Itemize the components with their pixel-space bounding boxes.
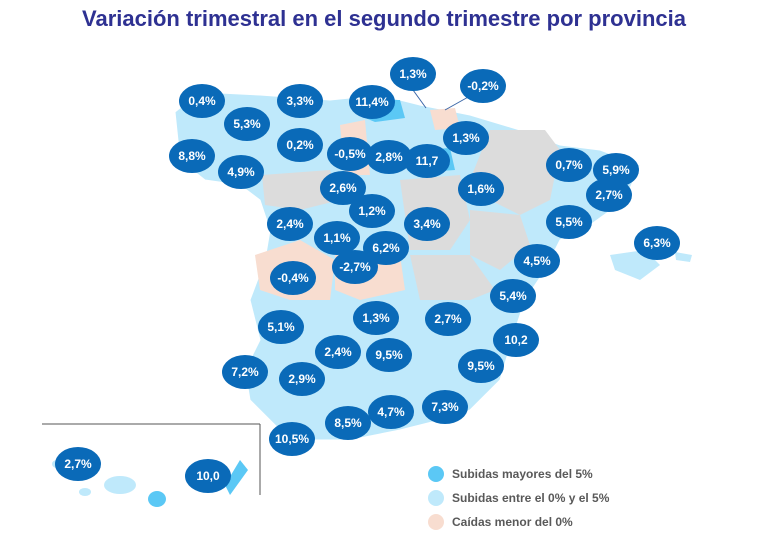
province-value-bubble: 3,4% [404,207,450,241]
leader-line [412,89,427,109]
canary-island [225,460,248,495]
no-data-region-valencia [410,255,495,300]
province-value-bubble: 8,8% [169,139,215,173]
province-value-bubble: 4,7% [368,395,414,429]
province-value-bubble: 8,5% [325,406,371,440]
province-value-bubble: -0,2% [460,69,506,103]
province-value-bubble: 1,3% [353,301,399,335]
province-value-bubble: 4,9% [218,155,264,189]
legend-item: Subidas entre el 0% y el 5% [428,490,609,506]
province-value-bubble: 5,3% [224,107,270,141]
province-value-bubble: 2,7% [586,178,632,212]
province-value-bubble: 0,2% [277,128,323,162]
province-value-bubble: 10,5% [269,422,315,456]
canary-island [104,476,136,494]
province-value-bubble: 6,3% [634,226,680,260]
province-value-bubble: 5,5% [546,205,592,239]
province-value-bubble: 10,2 [493,323,539,357]
province-value-bubble: 11,7 [404,144,450,178]
legend-label: Subidas entre el 0% y el 5% [452,491,610,505]
province-value-bubble: 0,7% [546,148,592,182]
province-value-bubble: -0,5% [327,137,373,171]
legend-label: Caídas menor del 0% [452,515,573,529]
legend-item: Caídas menor del 0% [428,514,573,530]
province-value-bubble: 1,6% [458,172,504,206]
province-value-bubble: 2,7% [55,447,101,481]
legend-swatch [428,514,444,530]
province-value-bubble: 7,2% [222,355,268,389]
legend-label: Subidas mayores del 5% [452,467,593,481]
province-value-bubble: 2,4% [315,335,361,369]
map-title: Variación trimestral en el segundo trime… [82,6,686,31]
province-value-bubble: 11,4% [349,85,395,119]
province-value-bubble: 7,3% [422,390,468,424]
province-value-bubble: 5,4% [490,279,536,313]
legend-swatch [428,490,444,506]
province-value-bubble: 5,1% [258,310,304,344]
province-value-bubble: -0,4% [270,261,316,295]
province-value-bubble: 10,0 [185,459,231,493]
no-data-region-castilla [262,170,340,210]
province-value-bubble: 1,3% [390,57,436,91]
legend-item: Subidas mayores del 5% [428,466,593,482]
province-value-bubble: 9,5% [458,349,504,383]
menorca-island [675,252,692,262]
province-value-bubble: 1,1% [314,221,360,255]
leader-line [444,95,471,111]
canary-island [79,488,91,496]
province-value-bubble: 9,5% [366,338,412,372]
canary-island [148,491,166,507]
province-value-bubble: 0,4% [179,84,225,118]
province-value-bubble: -2,7% [332,250,378,284]
province-value-bubble: 2,9% [279,362,325,396]
legend-swatch [428,466,444,482]
province-value-bubble: 1,2% [349,194,395,228]
province-value-bubble: 3,3% [277,84,323,118]
province-value-bubble: 4,5% [514,244,560,278]
province-value-bubble: 2,7% [425,302,471,336]
province-value-bubble: 1,3% [443,121,489,155]
province-value-bubble: 2,4% [267,207,313,241]
